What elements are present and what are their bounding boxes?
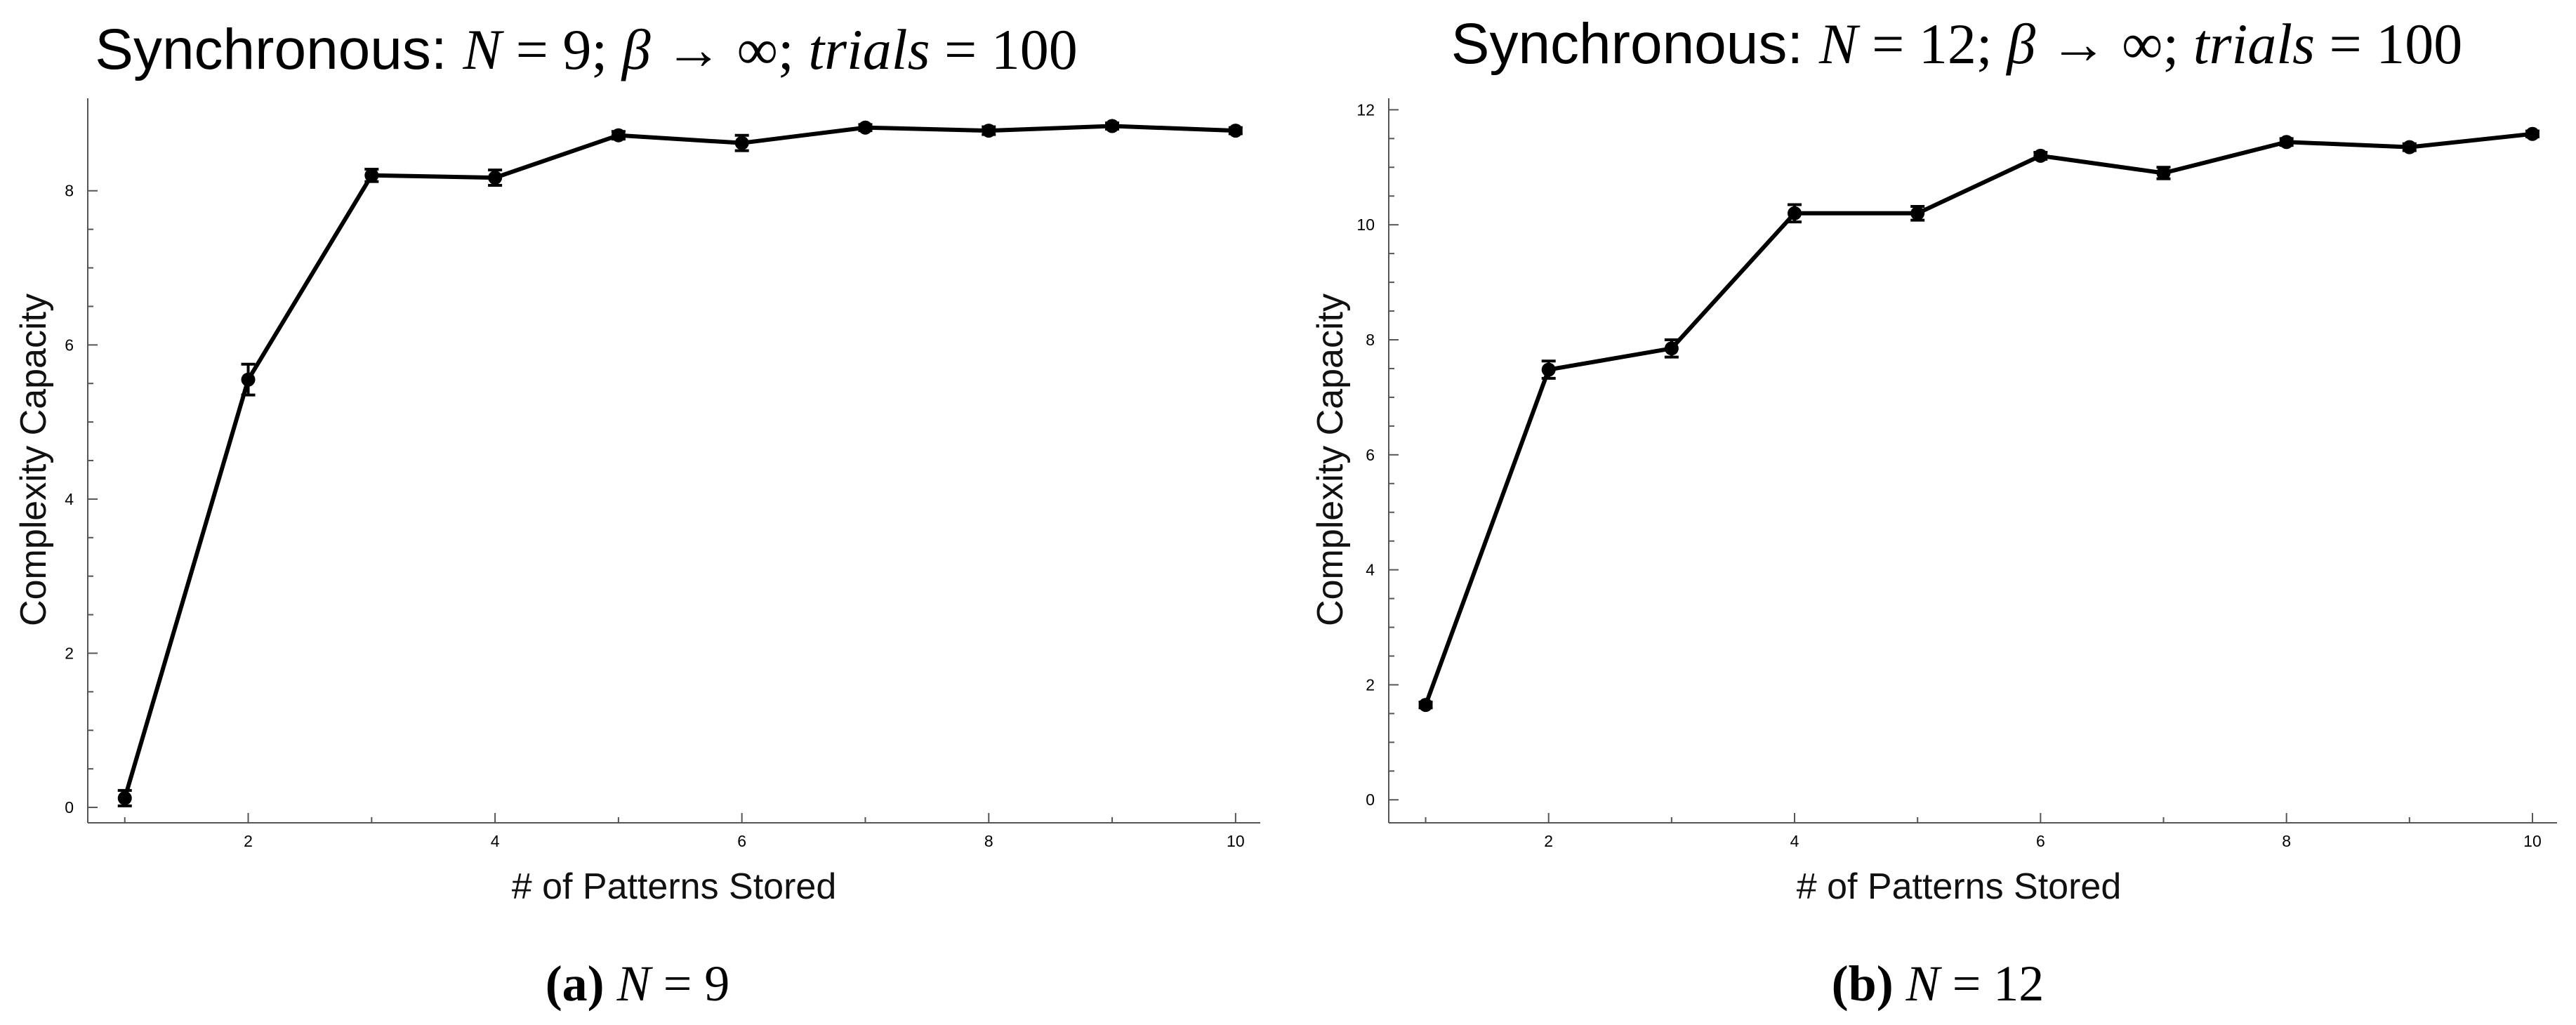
data-point-b [1541, 362, 1556, 377]
data-point-a [734, 135, 749, 150]
data-point-b [1664, 341, 1679, 356]
data-point-b [2279, 135, 2294, 150]
data-point-b [2033, 148, 2048, 163]
x-axis-label-a: # of Patterns Stored [512, 866, 837, 907]
x-tick-label-b: 10 [2523, 832, 2542, 850]
y-tick-label-a: 2 [65, 644, 74, 662]
x-tick-label-a: 10 [1227, 832, 1245, 850]
data-point-a [488, 171, 503, 185]
data-point-b [1910, 206, 1925, 220]
y-tick-label-b: 2 [1366, 675, 1375, 694]
data-point-a [611, 128, 626, 143]
data-point-b [2525, 126, 2539, 141]
data-point-a [982, 124, 996, 138]
data-point-a [1105, 119, 1120, 133]
chart-panel-b: Synchronous: N = 12; β → ∞; trials = 100… [1310, 12, 2557, 1012]
ticks-a: 2 4 6 8 10 0 2 4 6 8 [65, 182, 1244, 850]
y-tick-label-b: 0 [1366, 791, 1375, 809]
y-tick-label-a: 4 [65, 490, 74, 508]
x-tick-label-a: 6 [737, 832, 746, 850]
caption-a: (a) N = 9 [546, 955, 730, 1012]
x-tick-label-b: 4 [1790, 832, 1799, 850]
y-tick-label-b: 8 [1366, 331, 1375, 349]
data-point-a [364, 168, 379, 183]
x-tick-label-a: 4 [491, 832, 500, 850]
data-point-b [1418, 698, 1433, 713]
series-b [1418, 126, 2539, 713]
x-tick-label-b: 8 [2282, 832, 2291, 850]
x-tick-label-a: 8 [984, 832, 993, 850]
y-tick-label-a: 0 [65, 798, 74, 816]
caption-b: (b) N = 12 [1832, 955, 2045, 1012]
data-point-b [1788, 206, 1802, 220]
series-line-b [1423, 131, 2533, 706]
y-tick-label-a: 6 [65, 336, 74, 354]
x-tick-label-a: 2 [244, 832, 253, 850]
data-point-a [241, 372, 256, 387]
x-tick-label-b: 6 [2036, 832, 2045, 850]
chart-panel-a: Synchronous: N = 9; β → ∞; trials = 100 … [13, 18, 1260, 1012]
data-point-b [2156, 166, 2171, 180]
chart-title-a: Synchronous: N = 9; β → ∞; trials = 100 [95, 18, 1077, 81]
y-tick-label-b: 12 [1356, 100, 1375, 119]
x-tick-label-b: 2 [1544, 832, 1553, 850]
data-point-b [2402, 140, 2417, 154]
data-point-a [858, 120, 873, 135]
y-tick-label-b: 4 [1366, 561, 1375, 579]
x-axis-label-b: # of Patterns Stored [1797, 866, 2122, 907]
ticks-b: 2 4 6 8 10 0 2 4 6 8 10 12 [1356, 100, 2541, 850]
series-line-a [122, 124, 1236, 799]
y-axis-label-b: Complexity Capacity [1310, 293, 1351, 626]
y-tick-label-b: 6 [1366, 446, 1375, 464]
y-tick-label-b: 10 [1356, 216, 1375, 234]
chart-title-b: Synchronous: N = 12; β → ∞; trials = 100 [1451, 12, 2462, 76]
data-point-a [1228, 124, 1243, 138]
y-axis-label-a: Complexity Capacity [13, 293, 54, 626]
y-tick-label-a: 8 [65, 182, 74, 200]
data-point-a [117, 791, 132, 805]
series-a [117, 119, 1243, 807]
